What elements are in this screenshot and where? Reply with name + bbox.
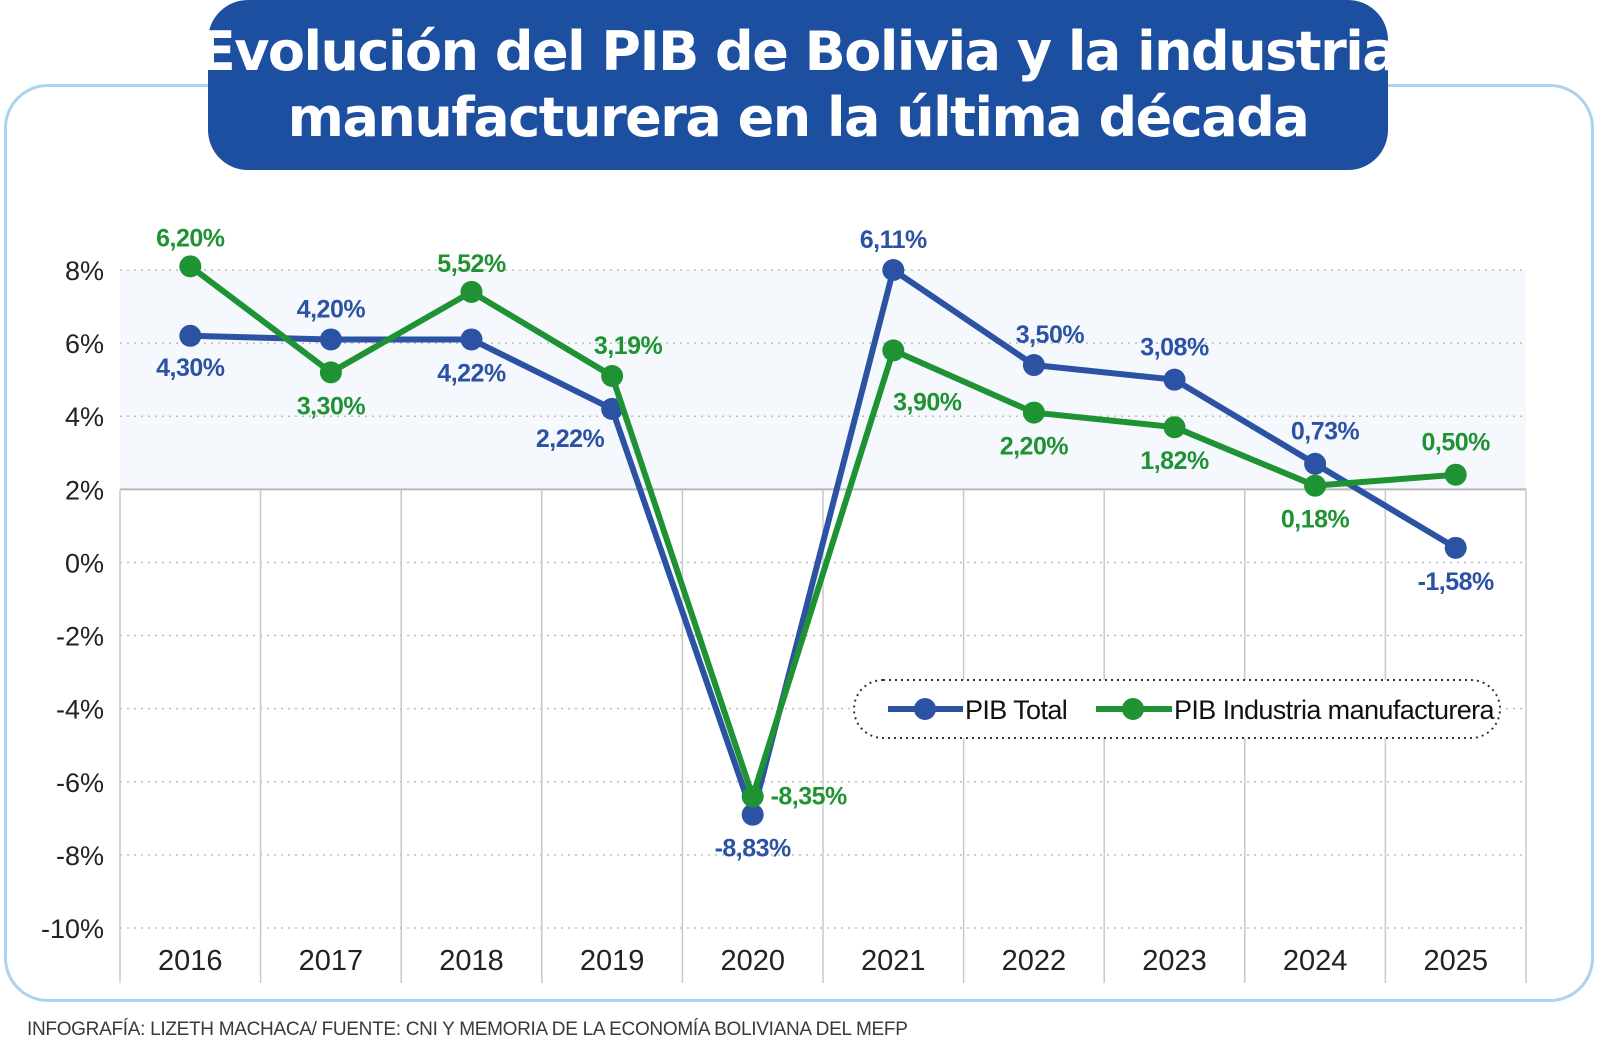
grid-lines (119, 269, 1527, 983)
data-label: 2,22% (536, 425, 605, 453)
series-0-point (882, 259, 905, 281)
data-label: 3,50% (1016, 321, 1085, 349)
series-line-1 (188, 263, 1456, 800)
data-label: 3,19% (594, 332, 663, 360)
series-0-point (1163, 368, 1186, 391)
chart-title-line-1: Evolución del PIB de Bolivia y la indust… (198, 20, 1399, 83)
legend-box (853, 679, 1501, 739)
series-1-point (601, 365, 624, 388)
y-tick-label: 4% (65, 402, 104, 432)
legend-marker-pib-total (914, 698, 936, 720)
series-1-point (1163, 416, 1186, 439)
source-footer: INFOGRAFÍA: LIZETH MACHACA/ FUENTE: CNI … (27, 1019, 908, 1040)
series-0-point (1304, 452, 1327, 475)
series-0-point (319, 328, 342, 351)
series-lines (179, 255, 1467, 826)
y-axis-ticks: 8% 6% 4% 2% 0% -2% -4% -6% -8% -10% (41, 256, 104, 944)
series-0-point (1444, 536, 1467, 559)
series-1-point (741, 785, 764, 808)
series-line-0 (190, 267, 1458, 818)
legend-label-pib-industria: PIB Industria manufacturera (1174, 695, 1496, 725)
chart-title-line-2: manufacturera en la última década (287, 86, 1310, 149)
data-label: 3,30% (297, 392, 366, 420)
data-label: 4,22% (437, 359, 506, 387)
title-banner: Evolución del PIB de Bolivia y la indust… (199, 0, 1399, 170)
series-1-point (1022, 401, 1045, 424)
data-label: 4,20% (297, 295, 366, 323)
series-1-point (179, 255, 202, 278)
data-labels: 4,30% 4,20% 4,22% 2,22% -8,83% 6,11% 3,50% 3,08… (156, 224, 1494, 862)
x-tick-label: 2022 (1002, 945, 1067, 977)
series-0-point (1022, 354, 1045, 377)
y-tick-label: -10% (41, 914, 104, 944)
data-label: 0,73% (1291, 418, 1360, 446)
y-tick-label: 6% (65, 329, 104, 359)
x-axis-ticks: 2016 2017 2018 2019 2020 2021 2022 2023 2024 2025 (158, 945, 1488, 977)
series-1-point (1444, 463, 1467, 486)
chart-frame (4, 84, 1594, 1002)
y-tick-label: -2% (56, 622, 104, 652)
legend: PIB Total PIB Industria manufacturera (853, 679, 1501, 739)
y-tick-label: -8% (56, 841, 104, 871)
data-label: 5,52% (437, 250, 506, 278)
data-label: 4,30% (156, 354, 225, 382)
data-label: 3,08% (1140, 334, 1209, 362)
data-label: -1,58% (1418, 568, 1494, 596)
x-tick-label: 2020 (720, 945, 785, 977)
data-label: 6,11% (860, 226, 927, 254)
y-tick-label: 8% (65, 256, 104, 286)
y-tick-label: 2% (65, 475, 104, 505)
series-1-point (460, 280, 483, 303)
legend-marker-pib-industria (1122, 698, 1144, 720)
series-1-point (319, 361, 342, 384)
series-0-point (601, 397, 624, 420)
data-label: 0,18% (1281, 506, 1350, 534)
data-label: 2,20% (1000, 433, 1069, 461)
x-tick-label: 2018 (439, 945, 504, 977)
series-1-point (1304, 474, 1327, 497)
x-tick-label: 2019 (580, 945, 645, 977)
y-tick-label: -6% (56, 768, 104, 798)
series-0-point (179, 324, 202, 347)
data-label: -8,35% (771, 782, 847, 810)
x-tick-label: 2017 (299, 945, 364, 977)
series-1-point (882, 339, 905, 362)
data-label: -8,83% (715, 835, 791, 863)
x-tick-label: 2025 (1423, 945, 1488, 977)
x-tick-label: 2016 (158, 945, 223, 977)
series-0-point (460, 328, 483, 351)
y-tick-label: 0% (65, 548, 104, 578)
x-tick-label: 2021 (861, 945, 926, 977)
x-tick-label: 2024 (1283, 945, 1348, 977)
series-0-point (741, 803, 764, 826)
x-tick-label: 2023 (1142, 945, 1207, 977)
legend-label-pib-total: PIB Total (965, 695, 1067, 725)
data-label: 6,20% (156, 224, 225, 252)
y-tick-label: -4% (56, 695, 104, 725)
data-label: 1,82% (1140, 447, 1209, 475)
data-label: 0,50% (1422, 429, 1491, 457)
data-label: 3,90% (893, 388, 962, 416)
